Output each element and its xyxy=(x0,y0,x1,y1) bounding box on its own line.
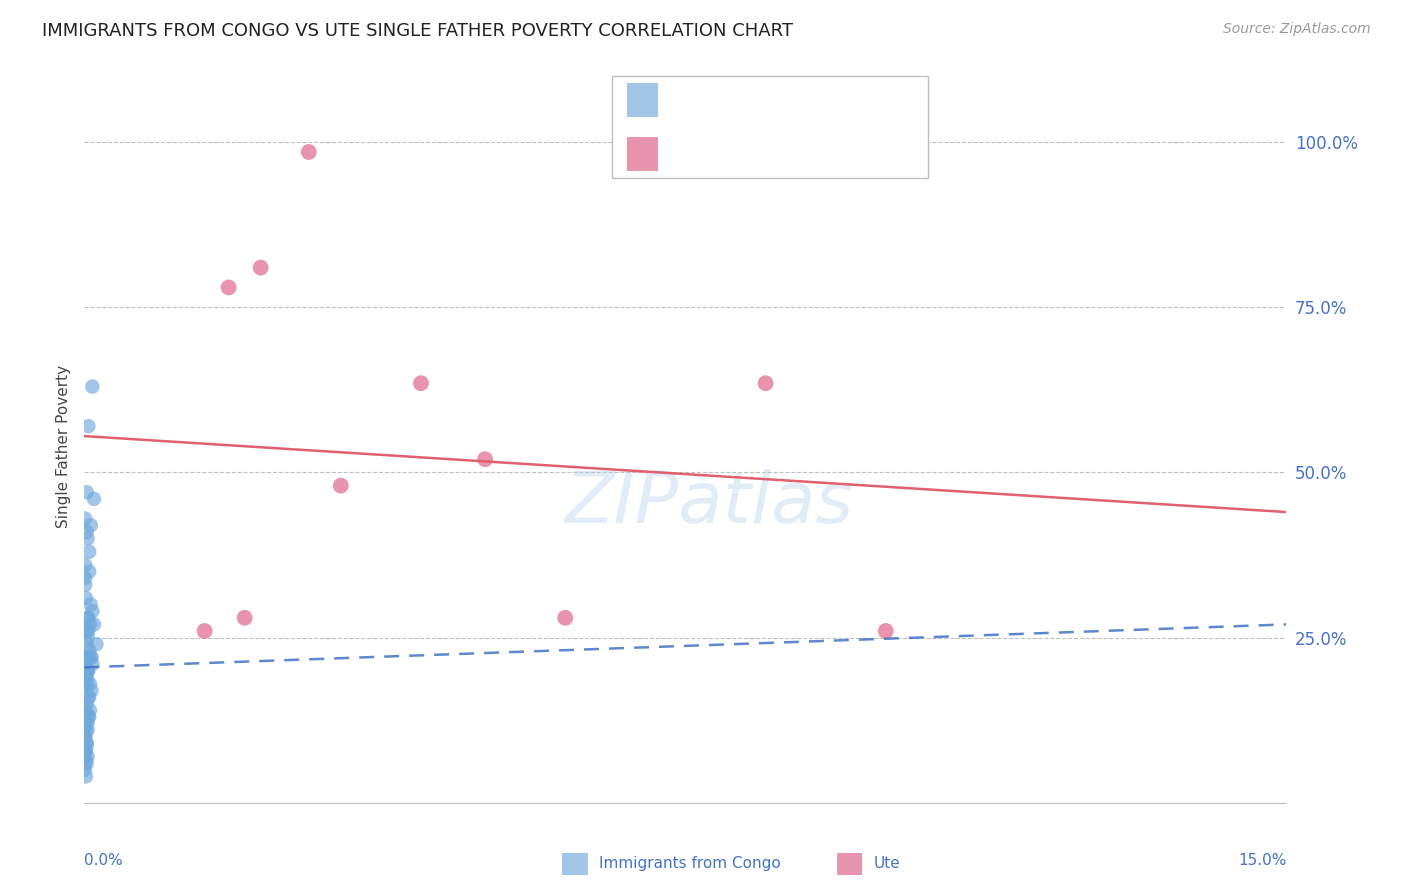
Y-axis label: Single Father Poverty: Single Father Poverty xyxy=(56,365,72,527)
Point xyxy=(76,677,98,691)
Point xyxy=(298,145,321,159)
Point xyxy=(75,723,97,738)
Point xyxy=(233,611,256,625)
Point xyxy=(76,749,98,764)
Point xyxy=(409,376,432,391)
Point xyxy=(75,571,97,585)
Point xyxy=(76,631,98,645)
Point xyxy=(75,743,97,757)
Point xyxy=(75,703,97,717)
Point xyxy=(77,644,100,658)
Point xyxy=(76,723,98,738)
Point xyxy=(75,730,97,744)
Text: 0.0%: 0.0% xyxy=(84,853,124,868)
Text: 15.0%: 15.0% xyxy=(1239,853,1286,868)
Point xyxy=(83,617,105,632)
Point xyxy=(77,690,100,704)
Point xyxy=(194,624,217,638)
Text: R = -0.107   N =  11: R = -0.107 N = 11 xyxy=(669,145,879,163)
Point xyxy=(76,736,98,750)
Point xyxy=(249,260,271,275)
Point xyxy=(75,558,97,572)
Point xyxy=(77,710,100,724)
Point xyxy=(76,716,98,731)
Text: R =  0.041   N = 65: R = 0.041 N = 65 xyxy=(669,91,869,109)
Point xyxy=(75,657,97,671)
Point xyxy=(77,565,100,579)
Point xyxy=(755,376,778,391)
Text: Ute: Ute xyxy=(873,856,900,871)
Point xyxy=(82,657,104,671)
Point xyxy=(76,664,98,678)
Point xyxy=(83,491,105,506)
Point xyxy=(75,716,97,731)
Point xyxy=(86,637,108,651)
Point xyxy=(77,624,100,638)
Point xyxy=(76,611,98,625)
Point xyxy=(218,280,240,294)
Point xyxy=(75,749,97,764)
Text: ZIPatlas: ZIPatlas xyxy=(565,468,853,538)
Point xyxy=(82,604,104,618)
Point xyxy=(80,683,103,698)
Text: Immigrants from Congo: Immigrants from Congo xyxy=(599,856,780,871)
Point xyxy=(75,670,97,684)
Point xyxy=(76,670,98,684)
Point xyxy=(75,511,97,525)
Point xyxy=(75,677,97,691)
Point xyxy=(82,379,104,393)
Point xyxy=(80,650,103,665)
Point xyxy=(75,578,97,592)
Point xyxy=(79,617,101,632)
Point xyxy=(75,591,97,605)
Point xyxy=(75,664,97,678)
Point xyxy=(76,756,98,771)
Point xyxy=(79,677,101,691)
Point xyxy=(474,452,496,467)
Point xyxy=(80,518,103,533)
Point xyxy=(75,730,97,744)
Point xyxy=(76,524,98,539)
Point xyxy=(77,611,100,625)
Point xyxy=(76,736,98,750)
Point xyxy=(554,611,576,625)
Point xyxy=(76,532,98,546)
Point xyxy=(76,485,98,500)
Point xyxy=(76,697,98,711)
Point xyxy=(875,624,897,638)
Point xyxy=(77,710,100,724)
Point xyxy=(76,637,98,651)
Point xyxy=(75,743,97,757)
Text: IMMIGRANTS FROM CONGO VS UTE SINGLE FATHER POVERTY CORRELATION CHART: IMMIGRANTS FROM CONGO VS UTE SINGLE FATH… xyxy=(42,22,793,40)
Point xyxy=(75,769,97,783)
Point xyxy=(75,763,97,777)
Text: Source: ZipAtlas.com: Source: ZipAtlas.com xyxy=(1223,22,1371,37)
Point xyxy=(76,664,98,678)
Point xyxy=(77,419,100,434)
Point xyxy=(77,545,100,559)
Point xyxy=(77,664,100,678)
Point xyxy=(75,756,97,771)
Point xyxy=(77,650,100,665)
Point xyxy=(329,478,352,492)
Point xyxy=(75,650,97,665)
Point xyxy=(80,598,103,612)
Point xyxy=(76,624,98,638)
Point xyxy=(79,703,101,717)
Point xyxy=(77,690,100,704)
Point xyxy=(80,650,103,665)
